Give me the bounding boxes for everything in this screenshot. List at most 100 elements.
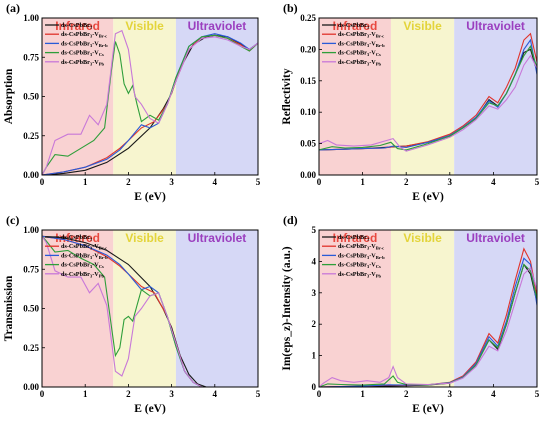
y-tick-label: 0 — [312, 382, 317, 392]
x-tick-label: 3 — [448, 177, 453, 187]
legend-label-ds-cspbbr3-vpb: ds-CsPbBr3-VPb — [338, 59, 382, 67]
panel-label: (b) — [283, 1, 298, 15]
x-tick-label: 1 — [360, 177, 365, 187]
x-tick-label: 0 — [317, 177, 322, 187]
region-visible — [113, 230, 176, 387]
y-tick-label: 0.00 — [300, 170, 316, 180]
y-tick-label: 1 — [312, 351, 317, 361]
legend-label-ds-cspbbr3: ds-CsPbBr3 — [61, 234, 93, 242]
region-label-visible: Visible — [403, 231, 442, 245]
region-ultraviolet — [454, 18, 537, 175]
region-label-ultraviolet: Ultraviolet — [188, 231, 247, 245]
legend: ds-CsPbBr3ds-CsPbBr3-VBr-cds-CsPbBr3-VBr… — [45, 234, 108, 278]
panel-label: (d) — [283, 213, 298, 227]
legend-label-ds-cspbbr3: ds-CsPbBr3 — [338, 22, 370, 30]
legend-label-ds-cspbbr3-vbr-b: ds-CsPbBr3-VBr-b — [61, 252, 108, 260]
x-axis-label: E (eV) — [412, 403, 444, 415]
region-label-visible: Visible — [403, 19, 442, 33]
legend-label-ds-cspbbr3-vpb: ds-CsPbBr3-VPb — [61, 271, 105, 279]
y-tick-label: 0.50 — [23, 92, 39, 102]
x-tick-label: 2 — [404, 177, 409, 187]
y-tick-label: 1.00 — [23, 225, 39, 235]
y-axis-label: Reflectivity — [281, 68, 293, 124]
x-axis-label: E (eV) — [134, 403, 166, 415]
series-line-ds-cspbbr3-vpb — [318, 266, 538, 388]
series-line-ds-cspbbr3-vcs — [41, 235, 258, 388]
x-tick-label: 4 — [491, 177, 496, 187]
y-axis-label: Im(eps_z)-Intensity (a.u.) — [281, 246, 293, 370]
x-tick-label: 4 — [491, 389, 496, 399]
y-tick-label: 4 — [312, 256, 317, 266]
legend-label-ds-cspbbr3-vcs: ds-CsPbBr3-VCs — [338, 262, 381, 270]
panel-d: Infrared Visible Ultraviolet 0 1 2 3 4 5 0 1 2 3 4 5 E … — [281, 213, 540, 415]
x-axis-label: E (eV) — [134, 191, 166, 203]
region-ultraviolet — [175, 18, 258, 175]
legend-label-ds-cspbbr3-vbr-b: ds-CsPbBr3-VBr-b — [338, 252, 385, 260]
y-tick-label: 0.75 — [23, 52, 39, 62]
legend-label-ds-cspbbr3-vbr-c: ds-CsPbBr3-VBr-c — [338, 243, 384, 251]
x-tick-label: 2 — [126, 389, 131, 399]
x-tick-label: 4 — [213, 177, 218, 187]
legend-label-ds-cspbbr3-vcs: ds-CsPbBr3-VCs — [338, 50, 381, 58]
y-tick-label: 3 — [312, 288, 317, 298]
legend-label-ds-cspbbr3-vcs: ds-CsPbBr3-VCs — [61, 50, 104, 58]
region-label-infrared: Infrared — [55, 231, 100, 245]
series-line-ds-cspbbr3-vbr-b — [318, 257, 538, 388]
x-tick-label: 1 — [83, 389, 88, 399]
legend: ds-CsPbBr3ds-CsPbBr3-VBr-cds-CsPbBr3-VBr… — [322, 234, 385, 278]
region-label-visible: Visible — [125, 231, 164, 245]
x-tick-label: 3 — [448, 389, 453, 399]
legend-label-ds-cspbbr3-vbr-c: ds-CsPbBr3-VBr-c — [338, 31, 384, 39]
y-tick-label: 0.25 — [300, 13, 316, 23]
region-ultraviolet — [175, 230, 258, 387]
plot-frame — [318, 229, 538, 388]
y-tick-label: 0.05 — [300, 139, 316, 149]
region-label-infrared: Infrared — [55, 19, 100, 33]
x-tick-label: 2 — [126, 177, 131, 187]
series-line-ds-cspbbr3-vpb — [41, 235, 258, 388]
region-visible — [390, 230, 455, 387]
panel-c: Infrared Visible Ultraviolet 0 1 2 3 4 5 0.00 0.25… — [3, 213, 261, 415]
region-infrared — [319, 230, 391, 387]
panel-a: Infrared Visible Ultraviolet 0 1 2 3 4 5 0.00 0.25… — [3, 1, 261, 203]
plot-frame — [318, 17, 538, 176]
y-tick-label: 0.75 — [23, 264, 39, 274]
x-axis-label: E (eV) — [412, 191, 444, 203]
legend: ds-CsPbBr3ds-CsPbBr3-VBr-cds-CsPbBr3-VBr… — [45, 22, 108, 66]
region-visible — [390, 18, 455, 175]
series-line-ds-cspbbr3-vcs — [318, 45, 538, 151]
x-tick-label: 0 — [40, 389, 45, 399]
y-tick-label: 0.25 — [23, 131, 39, 141]
region-ultraviolet — [454, 230, 537, 387]
x-tick-label: 5 — [256, 389, 261, 399]
region-label-ultraviolet: Ultraviolet — [466, 231, 525, 245]
x-tick-label: 4 — [213, 389, 218, 399]
x-tick-label: 3 — [169, 389, 174, 399]
x-tick-label: 0 — [317, 389, 322, 399]
x-tick-label: 5 — [256, 177, 261, 187]
y-axis-label: Transmission — [3, 275, 15, 341]
panel-label: (c) — [6, 213, 19, 227]
y-tick-label: 0.10 — [300, 107, 316, 117]
region-label-ultraviolet: Ultraviolet — [466, 19, 525, 33]
region-label-visible: Visible — [125, 19, 164, 33]
y-tick-label: 0.20 — [300, 44, 316, 54]
y-tick-label: 1.00 — [23, 13, 39, 23]
legend-label-ds-cspbbr3-vbr-b: ds-CsPbBr3-VBr-b — [61, 40, 108, 48]
region-infrared — [42, 18, 114, 175]
legend-label-ds-cspbbr3: ds-CsPbBr3 — [61, 22, 93, 30]
region-label-infrared: Infrared — [333, 19, 378, 33]
y-tick-label: 0.25 — [23, 343, 39, 353]
legend: ds-CsPbBr3ds-CsPbBr3-VBr-cds-CsPbBr3-VBr… — [322, 22, 385, 66]
series-line-ds-cspbbr3-vpb — [318, 54, 538, 152]
y-tick-label: 0.50 — [23, 304, 39, 314]
y-tick-label: 0.00 — [23, 382, 39, 392]
y-tick-label: 2 — [312, 319, 317, 329]
legend-label-ds-cspbbr3-vpb: ds-CsPbBr3-VPb — [338, 271, 382, 279]
legend-label-ds-cspbbr3-vcs: ds-CsPbBr3-VCs — [61, 262, 104, 270]
region-visible — [113, 18, 176, 175]
legend-label-ds-cspbbr3-vpb: ds-CsPbBr3-VPb — [61, 59, 105, 67]
x-tick-label: 5 — [535, 177, 540, 187]
x-tick-label: 5 — [535, 389, 540, 399]
